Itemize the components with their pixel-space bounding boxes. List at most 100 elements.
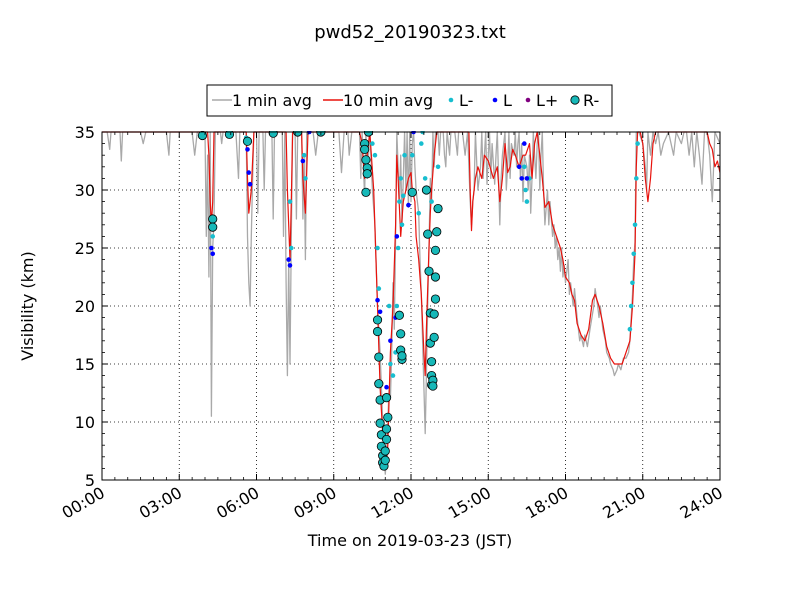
point-r-minus [361,155,371,165]
point-l-minus [429,199,434,204]
point-r-minus [407,187,417,197]
point-l-minus [301,152,307,158]
point-r-minus [429,332,439,342]
legend-r-minus-label: R- [583,91,599,110]
legend-l-label: L [503,91,512,110]
point-l-minus [628,303,634,309]
y-tick-label: 35 [75,123,95,142]
point-r-minus [242,136,253,146]
point-r-minus [383,412,393,422]
point-r-minus [381,424,392,434]
point-l [524,176,530,181]
y-tick-label: 5 [85,471,95,490]
point-l-minus [523,187,528,193]
point-r-minus [432,227,442,237]
point-r-minus [424,266,434,276]
point-l [375,297,380,303]
point-l [522,141,527,146]
point-l-minus [630,280,635,286]
point-l-minus [399,222,405,228]
point-l-minus [372,152,378,158]
point-r-minus [372,315,383,325]
point-r-minus [428,381,438,391]
point-l [286,257,291,262]
point-l-minus [524,199,530,204]
point-l-minus [522,164,527,170]
legend-l-swatch [492,97,498,103]
point-l [209,245,214,251]
point-l-minus [390,373,396,378]
point-r-minus [429,309,439,319]
point-l [210,251,216,257]
point-l-minus [375,245,380,251]
point-l-minus [409,152,415,158]
point-r-minus [381,434,392,444]
point-l [247,181,253,187]
legend-1-min-avg-label: 1 min avg [232,91,312,110]
legend-lplus-swatch [525,97,531,103]
y-tick-label: 15 [75,355,95,374]
point-r-minus [430,245,441,255]
point-l-minus [386,303,392,309]
point-l-minus [388,361,393,367]
point-l [388,338,393,344]
point-l [287,263,293,268]
point-r-minus [433,203,443,214]
point-r-minus [224,131,235,139]
point-r-minus [197,131,208,141]
point-l-minus [398,176,404,181]
point-l [516,164,522,170]
point-r-minus [360,144,370,154]
point-r-minus [430,272,441,282]
legend-box [206,84,613,117]
point-l-minus [288,245,294,251]
point-r-minus [374,379,384,389]
point-l [245,147,250,152]
point-r-minus [397,351,407,361]
point-l-minus [416,210,422,216]
point-r-minus [375,418,385,428]
point-l-minus [632,222,638,228]
legend-l-minus-label: L- [459,91,473,110]
y-axis-label: Visibility (km) [18,251,37,360]
point-r-minus [208,214,218,224]
point-r-minus [208,222,218,232]
point-r-minus [361,187,371,197]
point-l-minus [395,245,401,251]
point-r-minus [430,294,441,304]
point-l-minus [627,326,633,332]
y-tick-label: 25 [75,239,95,258]
point-r-minus [380,446,390,456]
point-l-minus [397,199,402,204]
legend-lplus-label: L+ [536,91,558,110]
point-l-minus [634,176,639,181]
point-r-minus [394,310,405,320]
point-l-minus [400,193,406,199]
y-tick-label: 20 [75,297,95,316]
legend-l-minus-swatch [448,97,454,103]
y-tick-label: 10 [75,413,95,432]
point-l [519,176,525,181]
point-l-minus [394,303,400,309]
point-r-minus [423,229,433,239]
point-l [406,202,411,208]
point-l-minus [402,152,407,158]
point-r-minus [380,455,390,465]
point-l-minus [210,234,216,239]
point-l-minus [370,141,375,146]
y-tick-label: 30 [75,181,95,200]
legend: 1 min avg 10 min avg L- L L+ R- [206,84,613,117]
point-l [300,158,306,164]
point-l-minus [435,164,441,170]
point-l-minus [422,176,428,181]
point-l [384,384,389,390]
point-l-minus [376,286,382,291]
point-r-minus [396,329,406,339]
legend-r-minus-swatch [570,95,580,105]
point-r-minus [362,169,372,179]
point-l [377,309,383,315]
legend-10-min-avg-label: 10 min avg [343,91,433,110]
chart-title: pwd52_20190323.txt [314,22,506,43]
point-l-minus [287,199,293,204]
